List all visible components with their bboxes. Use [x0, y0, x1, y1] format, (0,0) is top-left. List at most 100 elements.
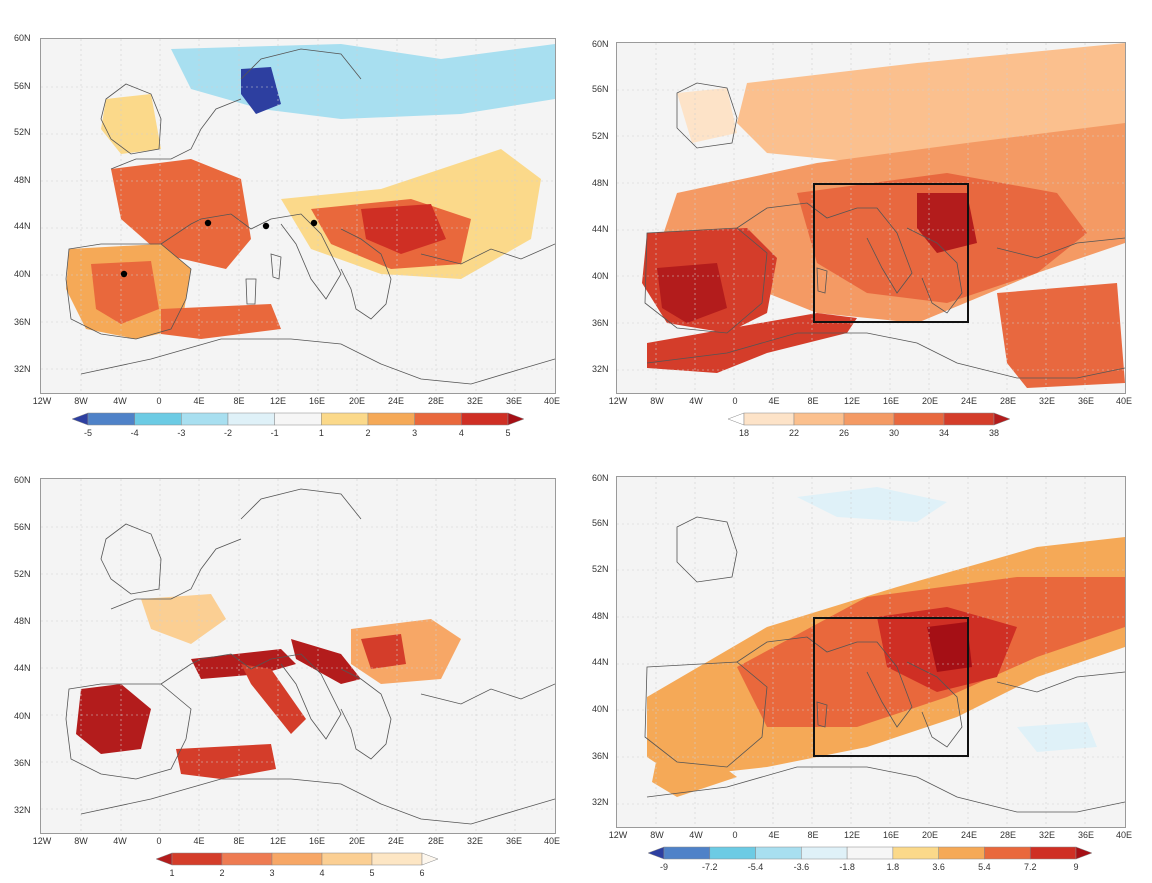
colorbar-segment — [87, 412, 135, 426]
colorbar-segment — [801, 846, 848, 860]
trend-region-turkey-cool — [1017, 722, 1097, 752]
lat-label: 40N — [14, 711, 31, 721]
colorbar-segment — [1029, 846, 1077, 860]
colorbar-arrow-high — [421, 852, 438, 866]
map-canvas — [41, 479, 555, 833]
colorbar-label: 1 — [169, 868, 175, 878]
colorbar-segment — [663, 846, 711, 860]
lat-label: 32N — [14, 805, 31, 815]
map-frame — [40, 478, 556, 834]
lat-label: 56N — [14, 81, 31, 91]
lon-label: 16E — [308, 836, 326, 846]
colorbar-arrow-high — [993, 412, 1010, 426]
station-marker — [120, 270, 128, 278]
colorbar-label: -4 — [130, 428, 139, 438]
colorbar-segment — [938, 846, 985, 860]
map-frame — [616, 476, 1126, 828]
colorbar-arrow-low — [728, 412, 745, 426]
lon-label: 8W — [650, 396, 664, 406]
tmax-region-iberia-core — [657, 263, 727, 323]
anomaly-region-iberia-core — [91, 261, 159, 324]
colorbar-segment — [321, 412, 369, 426]
colorbar-segment — [181, 412, 229, 426]
colorbar-segment — [371, 852, 423, 866]
lat-label: 48N — [592, 611, 609, 621]
colorbar-label: -3 — [177, 428, 186, 438]
lat-label: 44N — [14, 663, 31, 673]
colorbar-segment — [171, 852, 223, 866]
colorbar-label: 4 — [458, 428, 464, 438]
anomaly-region-balkans-core — [361, 204, 446, 254]
colorbar-arrow-low — [156, 852, 173, 866]
lon-label: 4E — [768, 830, 780, 840]
lon-label: 32E — [1038, 830, 1056, 840]
lon-label: 36E — [505, 836, 523, 846]
lat-label: 52N — [592, 564, 609, 574]
lon-label: 28E — [999, 396, 1017, 406]
lat-label: 60N — [14, 475, 31, 485]
lat-label: 48N — [14, 616, 31, 626]
duration-region-iberia — [76, 684, 151, 754]
anomaly-region-uk — [101, 94, 161, 154]
map-canvas — [617, 43, 1125, 393]
colorbar-segment — [893, 412, 945, 426]
lon-label: 12W — [32, 396, 52, 406]
lon-label: 12W — [608, 396, 628, 406]
colorbar-segment — [743, 412, 795, 426]
colorbar-label: -3.6 — [793, 862, 810, 872]
lat-label: 56N — [14, 522, 31, 532]
lon-label: 16E — [882, 396, 900, 406]
lon-label: 40E — [1115, 830, 1133, 840]
duration-region-italy — [241, 664, 306, 734]
colorbar-label: 5 — [369, 868, 375, 878]
colorbar-segment — [367, 412, 415, 426]
lat-label: 36N — [592, 751, 609, 761]
lat-label: 36N — [14, 317, 31, 327]
colorbar-arrow-high — [1075, 846, 1092, 860]
lat-label: 40N — [592, 271, 609, 281]
lat-label: 44N — [14, 221, 31, 231]
coastlines — [65, 488, 555, 825]
colorbar-segment — [943, 412, 995, 426]
grid-lines — [617, 43, 1125, 393]
coastlines — [644, 516, 1125, 813]
lat-label: 60N — [14, 33, 31, 43]
map-canvas — [41, 39, 555, 393]
colorbar-segment — [461, 412, 509, 426]
colorbar-label: 1.8 — [886, 862, 900, 872]
colorbar-label: 1 — [318, 428, 324, 438]
colorbar-label: 26 — [838, 428, 850, 438]
lon-label: 4W — [113, 396, 127, 406]
duration-region-riviera — [191, 649, 296, 679]
station-marker — [262, 222, 270, 230]
duration-region-france — [141, 594, 226, 644]
tmax-region-core — [917, 193, 977, 253]
colorbar-label: 3 — [269, 868, 275, 878]
colorbar-label: 2 — [219, 868, 225, 878]
lon-label: 24E — [387, 396, 405, 406]
lat-label: 56N — [592, 518, 609, 528]
anomaly-region-north-africa — [161, 304, 281, 339]
coastlines — [644, 82, 1125, 379]
colorbar-segment — [414, 412, 462, 426]
colorbar-label: 5 — [505, 428, 511, 438]
lon-label: 20E — [348, 836, 366, 846]
colorbar-graphic — [648, 846, 1092, 860]
lon-label: 12E — [269, 396, 287, 406]
lon-label: 12E — [843, 830, 861, 840]
lon-label: 36E — [505, 396, 523, 406]
lon-label: 20E — [921, 830, 939, 840]
lat-label: 48N — [592, 178, 609, 188]
colorbar-label: 22 — [788, 428, 800, 438]
tmax-region-turkey — [997, 283, 1125, 388]
grid-lines — [41, 479, 555, 833]
tmax-region-uk — [677, 88, 737, 143]
lat-label: 32N — [592, 797, 609, 807]
colorbar: -9 -7.2 -5.4 -3.6 -1.8 1.8 3.6 5.4 7.2 9 — [648, 846, 1092, 876]
lon-label: 8E — [233, 396, 245, 406]
lon-label: 8W — [74, 396, 88, 406]
lon-label: 24E — [387, 836, 405, 846]
lat-label: 52N — [14, 127, 31, 137]
lat-label: 56N — [592, 84, 609, 94]
colorbar-label: -7.2 — [702, 862, 718, 872]
